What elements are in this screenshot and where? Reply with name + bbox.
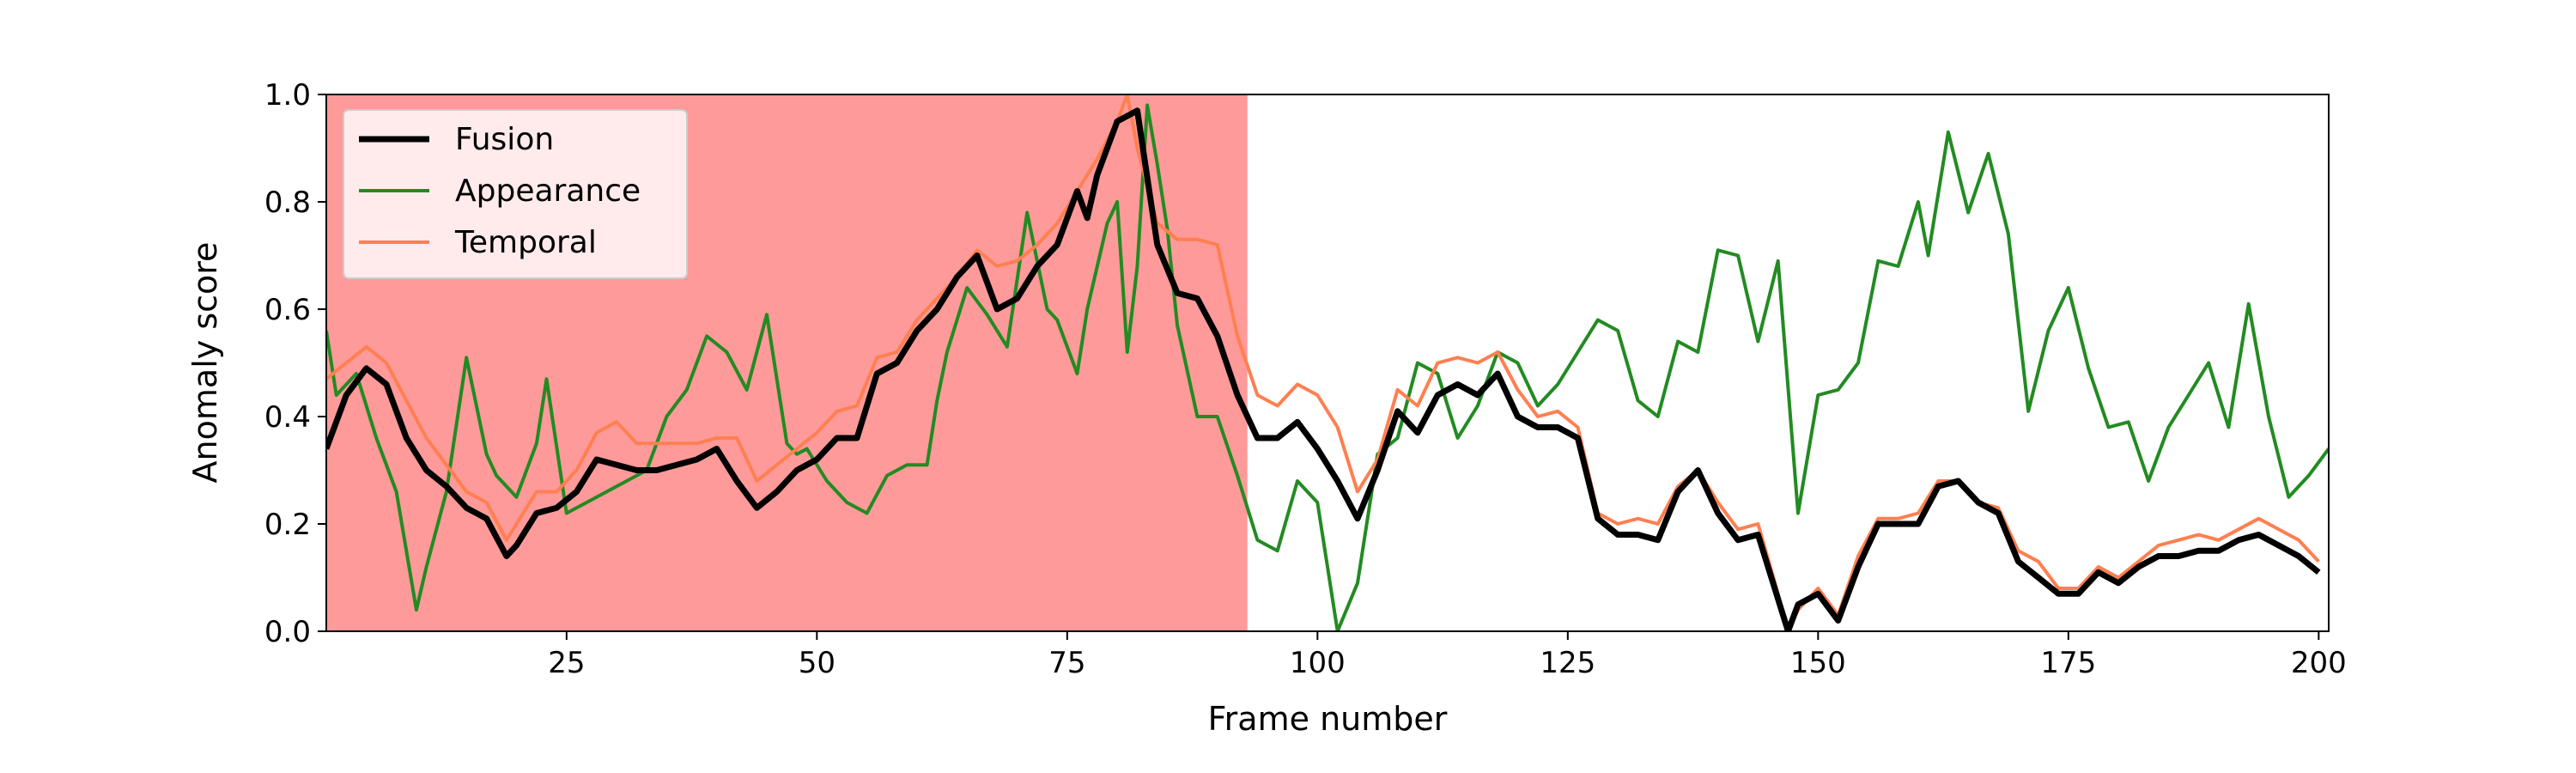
series-line-fusion bbox=[326, 107, 2321, 631]
legend-box bbox=[343, 109, 688, 279]
y-tick-label: 0.2 bbox=[264, 508, 311, 542]
x-tick-label: 75 bbox=[1048, 646, 1085, 680]
y-axis-label: Anomaly score bbox=[186, 242, 224, 484]
y-axis: 0.0 0.2 0.4 0.6 0.8 1.0 bbox=[264, 78, 326, 649]
legend-label-appearance: Appearance bbox=[455, 173, 641, 209]
legend: Fusion Appearance Temporal bbox=[343, 109, 688, 279]
x-axis-label: Frame number bbox=[1208, 700, 1448, 738]
x-tick-label: 200 bbox=[2291, 646, 2347, 680]
y-tick-label: 0.4 bbox=[264, 400, 311, 435]
legend-label-temporal: Temporal bbox=[454, 225, 597, 260]
y-tick-label: 0.0 bbox=[264, 615, 311, 649]
x-tick-label: 100 bbox=[1290, 646, 1346, 680]
x-tick-label: 125 bbox=[1540, 646, 1595, 680]
y-tick-label: 0.8 bbox=[264, 186, 311, 220]
x-tick-label: 25 bbox=[548, 646, 585, 680]
series-layer bbox=[326, 94, 2329, 631]
series-line-appearance bbox=[326, 103, 2329, 631]
legend-label-fusion: Fusion bbox=[455, 122, 554, 157]
y-tick-label: 1.0 bbox=[264, 78, 311, 113]
x-tick-label: 175 bbox=[2040, 646, 2096, 680]
x-axis: 25 50 75 100 125 150 175 200 bbox=[548, 631, 2347, 680]
x-tick-label: 50 bbox=[799, 646, 835, 680]
y-tick-label: 0.6 bbox=[264, 293, 311, 327]
x-tick-label: 150 bbox=[1790, 646, 1846, 680]
plot-frame bbox=[325, 94, 2330, 632]
